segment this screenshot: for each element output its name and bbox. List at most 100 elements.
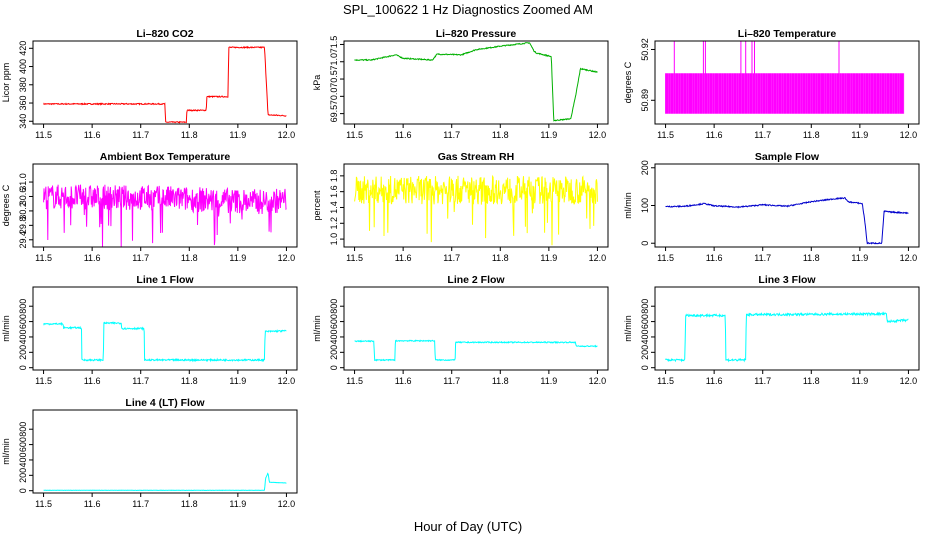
x-tick-label: 11.8 (492, 130, 509, 140)
y-axis-licor_temp: 50.89 50.92 (640, 38, 655, 112)
x-tick-label: 11.6 (395, 376, 412, 386)
x-tick-label: 11.8 (492, 253, 509, 263)
y-tick-label: 400 (18, 59, 28, 74)
y-tick-label: 1.2 (329, 217, 339, 230)
x-tick-label: 11.8 (492, 376, 509, 386)
y-tick-label: 600 (640, 314, 650, 329)
y-tick-label: 200 (640, 160, 650, 175)
panel-ylabel-line4: ml/min (1, 438, 11, 465)
x-tick-label: 11.5 (35, 499, 52, 509)
y-tick-label: 50.92 (640, 38, 650, 61)
x-tick-label: 11.7 (754, 376, 771, 386)
y-tick-label: 71.5 (329, 36, 339, 54)
x-tick-label: 11.5 (346, 130, 363, 140)
x-tick-label: 11.6 (706, 130, 723, 140)
y-tick-label: 800 (329, 299, 339, 314)
x-tick-label: 11.8 (803, 376, 820, 386)
x-tick-label: 12.0 (278, 130, 296, 140)
x-axis-rh: 11.5 11.6 11.7 11.8 11.9 12.0 (346, 247, 606, 263)
x-axis-co2: 11.5 11.6 11.7 11.8 11.9 12.0 (35, 124, 295, 140)
series-line-line3 (665, 311, 909, 363)
y-tick-label: 360 (18, 96, 28, 111)
x-tick-label: 11.5 (35, 130, 52, 140)
y-tick-label: 29.4 (18, 231, 28, 249)
panel-title-line3: Line 3 Flow (758, 274, 816, 286)
series-line1 (43, 321, 287, 363)
series-ambient_temp (43, 184, 287, 248)
y-tick-label: 1.4 (329, 201, 339, 214)
y-axis-pressure: 69.570.070.571.071.5 (329, 36, 344, 122)
panel-title-ambient_temp: Ambient Box Temperature (100, 151, 231, 163)
x-tick-label: 11.8 (803, 253, 820, 263)
x-tick-label: 11.7 (132, 253, 149, 263)
series-line-co2 (43, 45, 287, 124)
series-line-ambient_temp (43, 184, 287, 248)
x-tick-label: 11.5 (657, 130, 674, 140)
x-tick-label: 11.6 (395, 130, 412, 140)
x-tick-label: 11.6 (395, 253, 412, 263)
y-tick-label: 400 (18, 452, 28, 467)
panel-title-pressure: Li–820 Pressure (436, 28, 517, 40)
y-tick-label: 70.5 (329, 70, 339, 88)
x-tick-label: 11.9 (851, 130, 868, 140)
x-tick-label: 12.0 (278, 253, 296, 263)
x-axis-line1: 11.5 11.6 11.7 11.8 11.9 12.0 (35, 370, 295, 386)
panel-ylabel-licor_temp: degrees C (623, 61, 633, 103)
x-axis-line3: 11.5 11.6 11.7 11.8 11.9 12.0 (657, 370, 917, 386)
panel-frame-rh (343, 163, 609, 248)
figure-title: SPL_100622 1 Hz Diagnostics Zoomed AM (343, 2, 593, 17)
x-tick-label: 12.0 (589, 376, 607, 386)
panel-ylabel-pressure: kPa (312, 75, 322, 91)
panel-title-line1: Line 1 Flow (136, 274, 194, 286)
x-axis-licor_temp: 11.5 11.6 11.7 11.8 11.9 12.0 (657, 124, 917, 140)
series-pressure (354, 42, 598, 122)
x-tick-label: 11.6 (84, 376, 101, 386)
panel-title-co2: Li–820 CO2 (136, 28, 193, 40)
y-tick-label: 200 (18, 468, 28, 483)
y-tick-label: 800 (18, 422, 28, 437)
panel-frame-licor_temp (654, 40, 920, 125)
y-tick-label: 600 (18, 437, 28, 452)
panel-frame-line3 (654, 286, 920, 371)
series-sample_flow (665, 196, 909, 245)
series-line-line2 (354, 339, 598, 362)
x-axis-sample_flow: 11.5 11.6 11.7 11.8 11.9 12.0 (657, 247, 917, 263)
panel-frame-line2 (343, 286, 609, 371)
x-tick-label: 11.9 (851, 376, 868, 386)
y-tick-label: 30.6 (18, 188, 28, 206)
panel-ambient_temp: Ambient Box Temperature degrees C 11.5 11.6… (1, 151, 298, 263)
y-tick-label: 200 (18, 345, 28, 360)
y-tick-label: 1.6 (329, 185, 339, 198)
panel-frame-line1 (32, 286, 298, 371)
x-tick-label: 11.7 (132, 376, 149, 386)
panel-line3: Line 3 Flow ml/min 11.5 11.6 11.7 11.8 11.9 12.… (623, 274, 920, 386)
series-rh (354, 174, 598, 246)
panel-ylabel-sample_flow: ml/min (623, 192, 633, 219)
x-tick-label: 11.5 (657, 376, 674, 386)
x-tick-label: 11.8 (181, 130, 198, 140)
panel-ylabel-line1: ml/min (1, 315, 11, 342)
x-tick-label: 12.0 (278, 376, 296, 386)
x-tick-label: 11.9 (229, 253, 246, 263)
series-line-sample_flow (665, 196, 909, 245)
x-tick-label: 11.9 (229, 499, 246, 509)
panel-pressure: Li–820 Pressure kPa 11.5 11.6 11.7 11.8 11.9 12… (312, 28, 609, 140)
series-line3 (665, 311, 909, 363)
series-line-pressure (354, 42, 598, 122)
panel-title-sample_flow: Sample Flow (755, 151, 820, 163)
panel-ylabel-rh: percent (312, 190, 322, 221)
y-tick-label: 340 (18, 114, 28, 129)
x-axis-line2: 11.5 11.6 11.7 11.8 11.9 12.0 (346, 370, 606, 386)
y-tick-label: 0 (640, 365, 650, 370)
panel-title-line2: Line 2 Flow (447, 274, 505, 286)
y-tick-label: 380 (18, 77, 28, 92)
x-tick-label: 11.7 (132, 130, 149, 140)
x-tick-label: 11.9 (540, 253, 557, 263)
